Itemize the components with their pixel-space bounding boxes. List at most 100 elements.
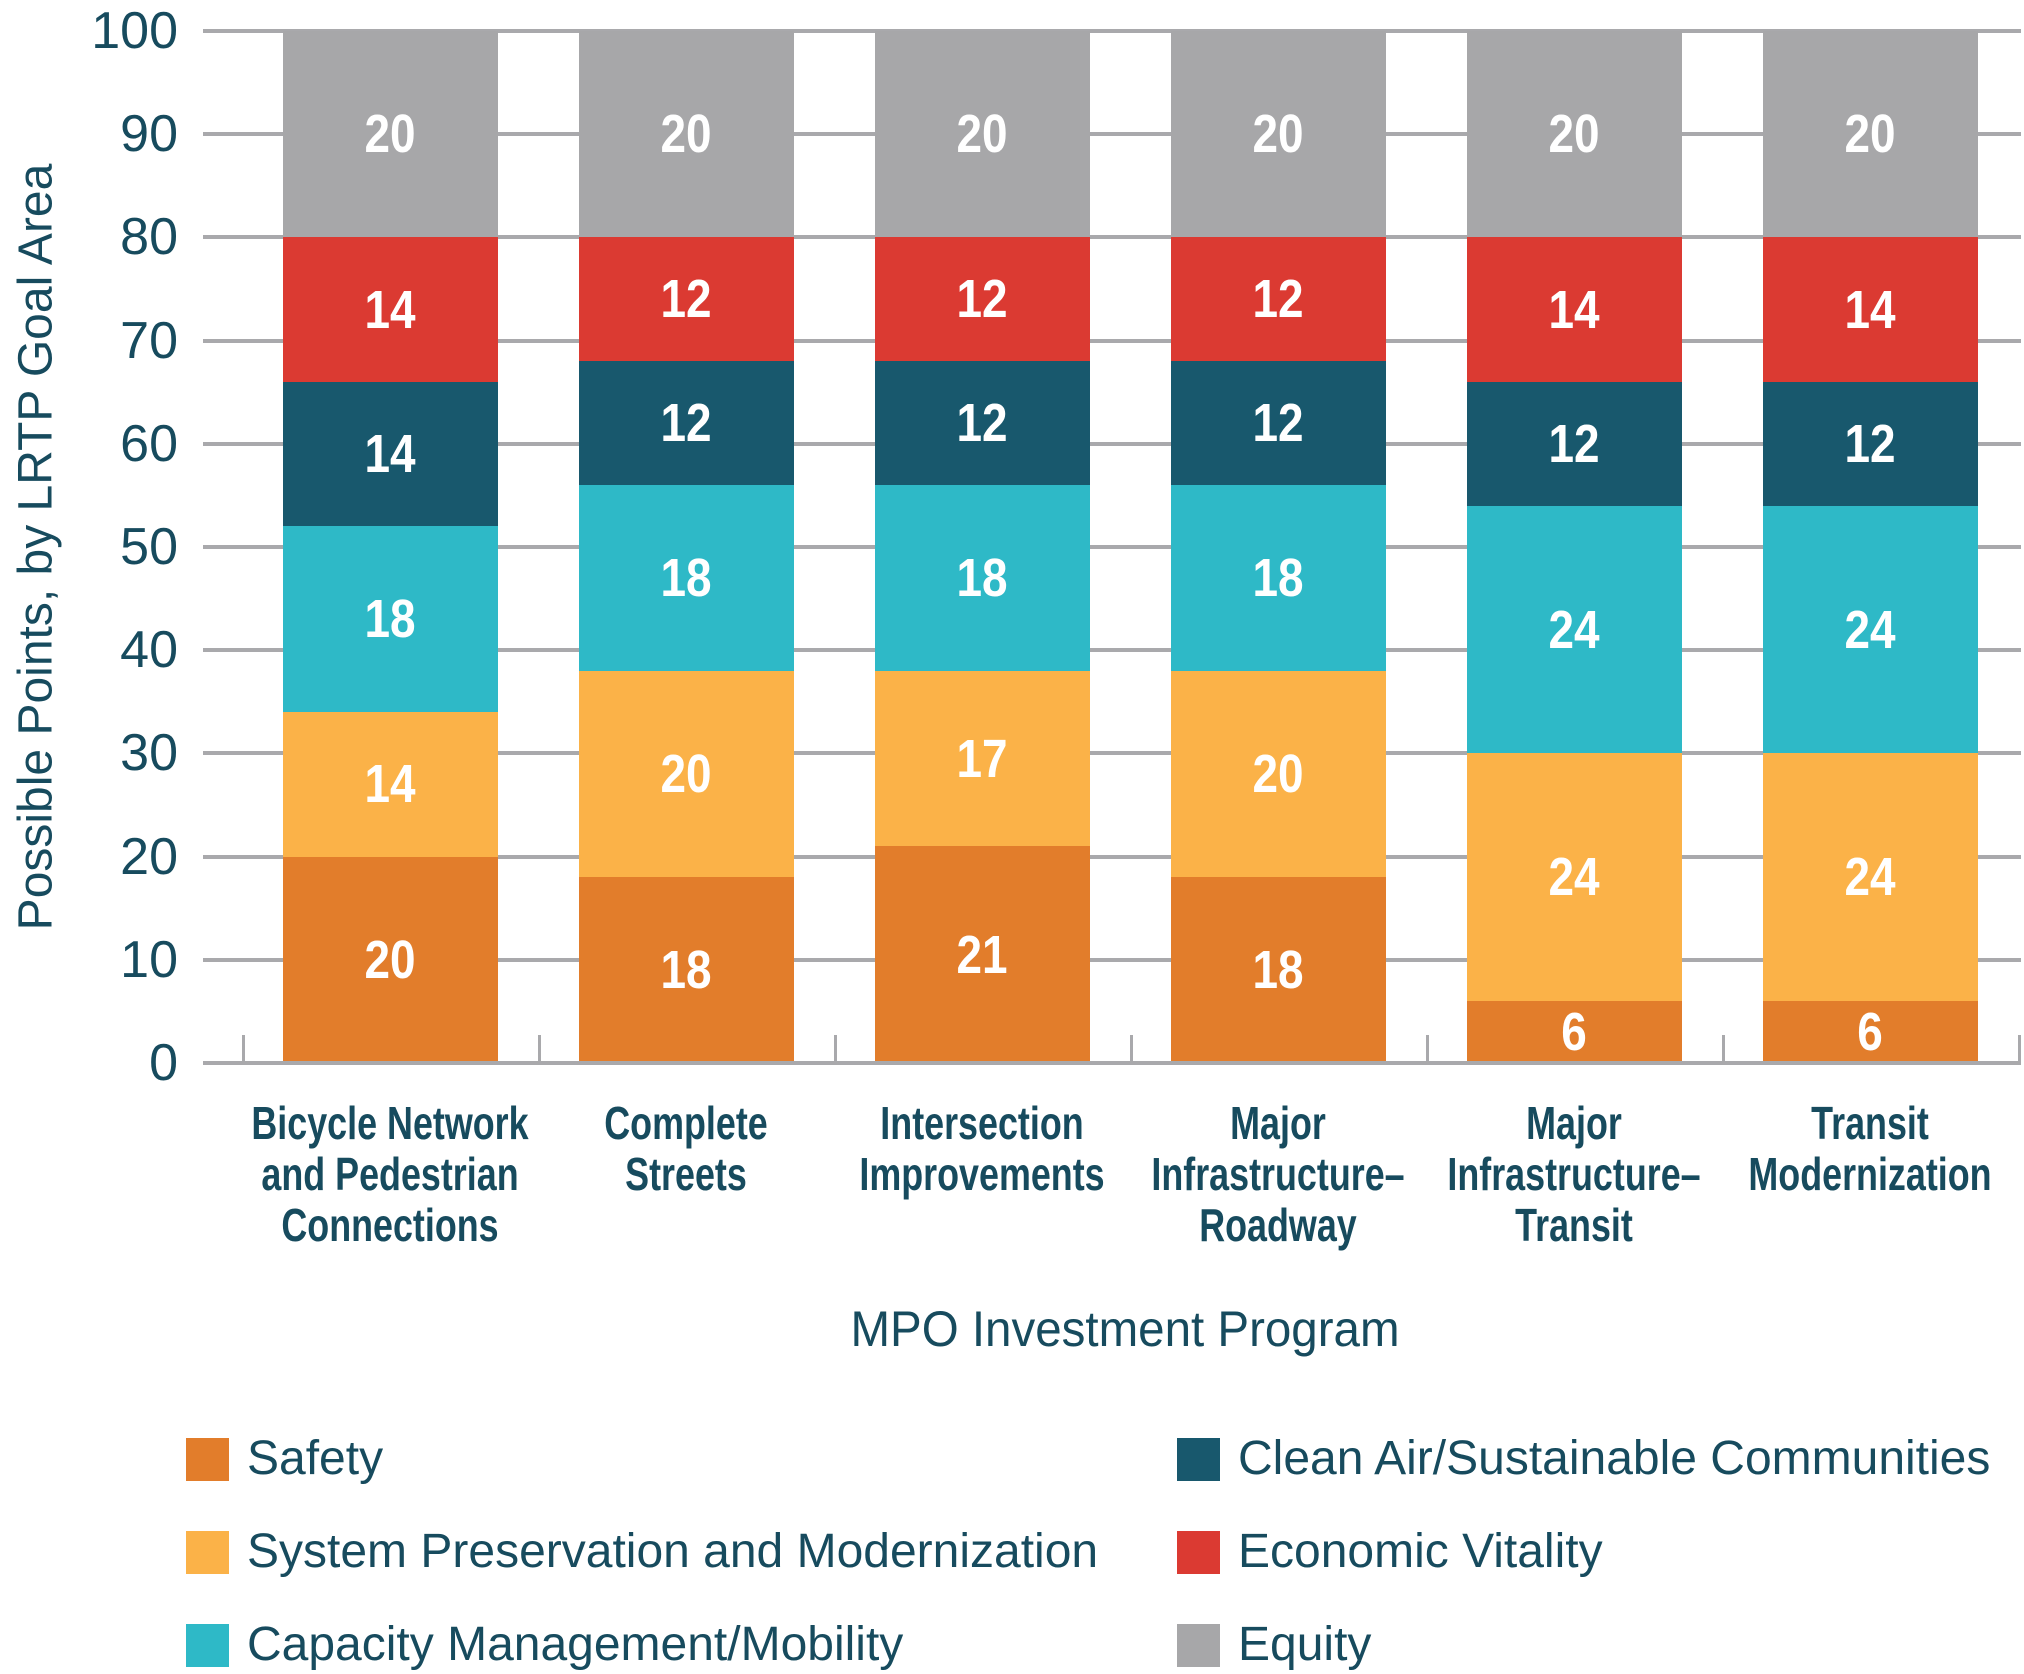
gridline bbox=[203, 957, 2021, 962]
bar-segment: 12 bbox=[1466, 381, 1682, 506]
bar: 20 12 12 18 17 21 bbox=[874, 31, 1090, 1063]
bar-segment-value: 18 bbox=[1252, 940, 1304, 1001]
category-label-line: Infrastructure– bbox=[1447, 1148, 1701, 1200]
bar-segment: 14 bbox=[1762, 237, 1978, 382]
bar-segment: 6 bbox=[1466, 1001, 1682, 1063]
bar-segment: 24 bbox=[1762, 753, 1978, 1002]
bar-segment: 20 bbox=[282, 856, 498, 1063]
bar-segment-value: 20 bbox=[1252, 104, 1304, 165]
bar-segment-value: 20 bbox=[364, 104, 416, 165]
bar-segment-value: 12 bbox=[1252, 269, 1304, 330]
legend-label: Economic Vitality bbox=[1238, 1525, 1603, 1578]
legend-swatch bbox=[186, 1530, 229, 1574]
bar-segment: 12 bbox=[874, 361, 1090, 486]
bar-segment: 24 bbox=[1466, 753, 1682, 1002]
bar: 20 14 12 24 24 6 bbox=[1466, 31, 1682, 1063]
gridline bbox=[203, 235, 2021, 240]
bar-segment-value: 12 bbox=[956, 269, 1008, 330]
bar: 20 12 12 18 20 18 bbox=[1170, 31, 1386, 1063]
category-label-line: Major bbox=[1526, 1097, 1622, 1149]
bar-segment-value: 17 bbox=[956, 728, 1008, 789]
y-tick-label: 40 bbox=[120, 621, 178, 680]
plot-area: 20 14 14 18 14 20 20 12 12 18 20 18 20 12 12 18 17 21 20 12… bbox=[203, 29, 2021, 1065]
bar-segment-value: 14 bbox=[364, 279, 416, 340]
bar-segment-value: 14 bbox=[1548, 279, 1600, 340]
category-label-line: Connections bbox=[281, 1199, 499, 1251]
gridline bbox=[203, 751, 2021, 756]
x-axis-tick bbox=[538, 1035, 541, 1061]
category-label-line: Infrastructure– bbox=[1151, 1148, 1405, 1200]
legend-label: Capacity Management/Mobility bbox=[247, 1618, 904, 1671]
bar-segment-value: 20 bbox=[956, 104, 1008, 165]
bar-segment: 20 bbox=[1170, 670, 1386, 878]
bar-segment-value: 18 bbox=[660, 940, 712, 1001]
x-axis-tick bbox=[834, 1035, 837, 1061]
legend-item: Safety bbox=[186, 1435, 383, 1483]
bar-segment-value: 18 bbox=[1252, 547, 1304, 608]
bar-segment-value: 24 bbox=[1844, 847, 1896, 908]
y-tick-label: 80 bbox=[120, 208, 178, 267]
bar-segment-value: 20 bbox=[1252, 743, 1304, 804]
category-label-line: Modernization bbox=[1748, 1148, 1992, 1200]
bar-segment: 18 bbox=[1170, 877, 1386, 1063]
bar-segment-value: 14 bbox=[364, 754, 416, 815]
bar-segment-value: 6 bbox=[1857, 1001, 1883, 1062]
legend-swatch bbox=[186, 1437, 229, 1481]
bar-segment: 20 bbox=[282, 31, 498, 238]
category-label: Major Infrastructure– Roadway bbox=[1138, 1098, 1419, 1251]
bar: 20 14 14 18 14 20 bbox=[282, 31, 498, 1063]
x-axis-tick bbox=[2018, 1035, 2021, 1061]
x-axis-tick bbox=[1426, 1035, 1429, 1061]
gridline bbox=[203, 338, 2021, 343]
bar-segment: 14 bbox=[282, 237, 498, 382]
category-label-line: Complete bbox=[604, 1097, 768, 1149]
bar-segment: 12 bbox=[874, 237, 1090, 362]
bar-segment: 14 bbox=[1466, 237, 1682, 382]
bar-segment-value: 20 bbox=[660, 743, 712, 804]
legend-label: System Preservation and Modernization bbox=[247, 1525, 1099, 1578]
x-axis-tick bbox=[242, 1035, 245, 1061]
bar-segment-value: 24 bbox=[1844, 599, 1896, 660]
bar-segment: 12 bbox=[1170, 237, 1386, 362]
y-tick-label: 60 bbox=[120, 414, 178, 473]
legend-swatch bbox=[1177, 1623, 1220, 1667]
bar-segment: 20 bbox=[874, 31, 1090, 238]
category-label-line: Major bbox=[1230, 1097, 1326, 1149]
bar-segment: 12 bbox=[1762, 381, 1978, 506]
legend-swatch bbox=[1177, 1530, 1220, 1574]
gridline bbox=[203, 441, 2021, 446]
bar-segment: 20 bbox=[578, 670, 794, 878]
legend-item: Equity bbox=[1177, 1621, 1371, 1669]
bar-segment: 18 bbox=[1170, 485, 1386, 671]
category-label-line: Roadway bbox=[1199, 1199, 1357, 1251]
bar-segment: 21 bbox=[874, 846, 1090, 1063]
bar-segment: 18 bbox=[578, 877, 794, 1063]
bar: 20 12 12 18 20 18 bbox=[578, 31, 794, 1063]
category-label-line: Transit bbox=[1515, 1199, 1633, 1251]
gridline bbox=[203, 545, 2021, 549]
bar-segment-value: 24 bbox=[1548, 847, 1600, 908]
legend-label: Clean Air/Sustainable Communities bbox=[1238, 1432, 1991, 1485]
legend-item: System Preservation and Modernization bbox=[186, 1525, 1099, 1578]
bar-segment-value: 12 bbox=[660, 269, 712, 330]
bar-segment-value: 12 bbox=[660, 393, 712, 454]
gridline bbox=[203, 648, 2021, 653]
bar-segment-value: 18 bbox=[660, 547, 712, 608]
y-tick-label: 0 bbox=[149, 1034, 178, 1092]
category-label-line: Transit bbox=[1811, 1097, 1929, 1149]
gridline bbox=[203, 854, 2021, 859]
legend-swatch bbox=[186, 1623, 229, 1667]
category-label: Bicycle Network and Pedestrian Connections bbox=[250, 1098, 531, 1251]
bar-segment: 18 bbox=[578, 485, 794, 671]
bar-segment-value: 12 bbox=[1548, 413, 1600, 474]
bar-segment-value: 12 bbox=[1844, 413, 1896, 474]
bar-segment: 12 bbox=[1170, 361, 1386, 486]
y-tick-label: 30 bbox=[120, 724, 178, 783]
legend-item: Capacity Management/Mobility bbox=[186, 1618, 904, 1671]
bar-segment: 20 bbox=[1762, 31, 1978, 238]
gridline bbox=[203, 132, 2021, 137]
bar-segment-value: 20 bbox=[1844, 104, 1896, 165]
bar-segment: 18 bbox=[874, 485, 1090, 671]
bar-segment: 20 bbox=[1170, 31, 1386, 238]
